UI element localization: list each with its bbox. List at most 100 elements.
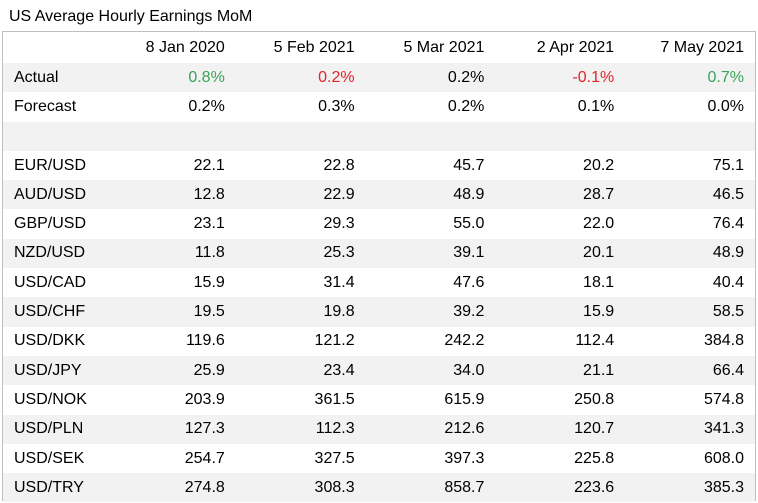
table-cell: 25.3 [235, 238, 366, 269]
earnings-table: 8 Jan 2020 5 Feb 2021 5 Mar 2021 2 Apr 2… [2, 31, 756, 503]
forecast-value: 0.3% [318, 97, 355, 115]
table-cell: 22.8 [323, 156, 355, 174]
table-cell: 361.5 [314, 390, 355, 408]
table-cell: 75.1 [712, 156, 744, 174]
table-cell: 48.9 [625, 238, 755, 269]
table-cell: 120.7 [495, 414, 626, 444]
row-label: EUR/USD [14, 156, 87, 174]
forecast-value: 0.2% [447, 97, 485, 115]
table-cell: 385.3 [625, 473, 755, 503]
row-label: USD/SEK [14, 449, 85, 467]
table-cell: 384.8 [703, 332, 744, 350]
table-row: GBP/USD 23.1 29.3 55.0 22.0 76.4 [3, 209, 755, 238]
table-cell: 274.8 [106, 473, 236, 503]
table-cell: 341.3 [625, 414, 755, 444]
table-cell: 608.0 [703, 449, 744, 467]
table-cell: 22.0 [583, 215, 615, 233]
table-cell: 250.8 [574, 390, 615, 408]
forecast-value: 0.1% [577, 97, 615, 115]
table-cell: 15.9 [495, 297, 626, 327]
table-cell: 19.5 [106, 297, 236, 327]
table-cell: 397.3 [444, 449, 485, 467]
table-cell: 254.7 [184, 449, 225, 467]
table-cell: 58.5 [625, 297, 755, 327]
table-title: US Average Hourly Earnings MoM [9, 8, 253, 25]
table-cell: 46.5 [625, 180, 755, 210]
row-label: USD/JPY [3, 355, 106, 386]
table-row: USD/SEK 254.7 327.5 397.3 225.8 608.0 [3, 444, 755, 473]
table-cell: 858.7 [365, 473, 496, 503]
row-label: AUD/USD [3, 180, 106, 210]
column-header: 5 Mar 2021 [403, 38, 485, 56]
table-cell: 203.9 [184, 390, 225, 408]
table-row: NZD/USD 11.8 25.3 39.1 20.1 48.9 [3, 238, 755, 269]
table-cell: 29.3 [323, 215, 355, 233]
row-label: USD/CHF [3, 297, 106, 327]
row-label: GBP/USD [14, 215, 87, 233]
forecast-row: Forecast 0.2% 0.3% 0.2% 0.1% 0.0% [3, 92, 755, 121]
table-cell: 45.7 [453, 156, 485, 174]
table-cell: 22.9 [235, 180, 366, 210]
row-label: Forecast [14, 97, 77, 115]
table-row: USD/JPY 25.9 23.4 34.0 21.1 66.4 [3, 355, 755, 386]
table-row: AUD/USD 12.8 22.9 48.9 28.7 46.5 [3, 180, 755, 210]
header-row: 8 Jan 2020 5 Feb 2021 5 Mar 2021 2 Apr 2… [3, 32, 755, 63]
column-header: 5 Feb 2021 [273, 38, 355, 56]
row-label: NZD/USD [3, 238, 106, 269]
table-row: USD/NOK 203.9 361.5 615.9 250.8 574.8 [3, 385, 755, 414]
spacer-row [3, 121, 755, 151]
header-corner [3, 32, 106, 63]
table-cell: 327.5 [314, 449, 355, 467]
table-cell: 34.0 [365, 355, 496, 386]
row-label: USD/NOK [14, 390, 87, 408]
row-label: USD/DKK [14, 332, 86, 350]
row-label: USD/PLN [3, 414, 106, 444]
table-cell: 121.2 [314, 332, 355, 350]
forecast-value: 0.2% [188, 97, 225, 115]
table-cell: 112.3 [235, 414, 366, 444]
table-cell: 40.4 [712, 273, 744, 291]
table-cell: 225.8 [574, 449, 615, 467]
table-cell: 615.9 [444, 390, 485, 408]
column-header: 7 May 2021 [660, 38, 744, 56]
table-cell: 21.1 [495, 355, 626, 386]
table-cell: 242.2 [444, 332, 485, 350]
table-cell: 39.2 [365, 297, 496, 327]
actual-row: Actual 0.8% 0.2% 0.2% -0.1% 0.7% [3, 63, 755, 93]
table-cell: 20.2 [583, 156, 615, 174]
table-cell: 18.1 [583, 273, 615, 291]
table-row: USD/DKK 119.6 121.2 242.2 112.4 384.8 [3, 327, 755, 356]
actual-value: 0.8% [106, 63, 236, 93]
table-cell: 47.6 [453, 273, 485, 291]
table-cell: 55.0 [453, 215, 485, 233]
table-cell: 12.8 [106, 180, 236, 210]
actual-value: 0.7% [625, 63, 755, 93]
table-cell: 11.8 [106, 238, 236, 269]
actual-value: 0.2% [365, 63, 496, 93]
table-row: USD/CAD 15.9 31.4 47.6 18.1 40.4 [3, 268, 755, 297]
table-cell: 20.1 [495, 238, 626, 269]
table-cell: 127.3 [106, 414, 236, 444]
table-cell: 308.3 [235, 473, 366, 503]
row-label: USD/CAD [14, 273, 87, 291]
table-cell: 574.8 [703, 390, 744, 408]
row-label: USD/TRY [3, 473, 106, 503]
table-cell: 23.4 [235, 355, 366, 386]
table-cell: 39.1 [365, 238, 496, 269]
forecast-value: 0.0% [707, 97, 744, 115]
table-row: USD/CHF 19.5 19.8 39.2 15.9 58.5 [3, 297, 755, 327]
table-cell: 112.4 [575, 332, 615, 350]
table-cell: 119.6 [185, 332, 225, 350]
table-cell: 31.4 [323, 273, 355, 291]
row-label: Actual [3, 63, 106, 93]
actual-value: -0.1% [495, 63, 626, 93]
table-cell: 28.7 [495, 180, 626, 210]
table-row: USD/PLN 127.3 112.3 212.6 120.7 341.3 [3, 414, 755, 444]
table-cell: 66.4 [625, 355, 755, 386]
table-cell: 212.6 [365, 414, 496, 444]
table-cell: 19.8 [235, 297, 366, 327]
table-cell: 223.6 [495, 473, 626, 503]
column-header: 2 Apr 2021 [536, 38, 615, 56]
column-header: 8 Jan 2020 [145, 38, 225, 56]
actual-value: 0.2% [235, 63, 366, 93]
